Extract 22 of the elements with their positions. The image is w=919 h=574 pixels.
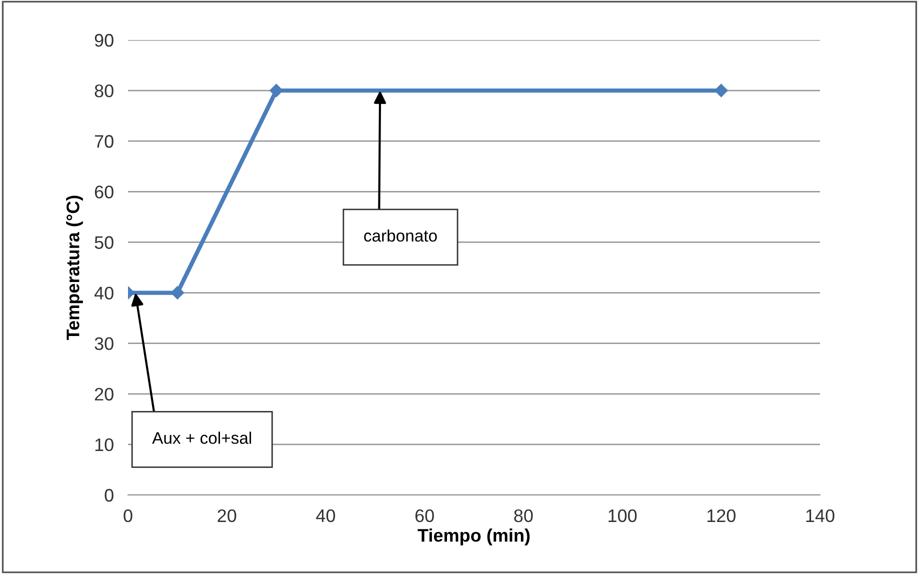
x-tick-label: 60 (415, 509, 434, 522)
y-tick-label: 40 (94, 286, 114, 300)
x-tick-label: 20 (218, 509, 236, 522)
y-tick-label: 70 (94, 135, 114, 148)
x-tick-label: 120 (707, 509, 736, 522)
y-tick-label: 50 (94, 236, 114, 249)
annotation: carbonato (364, 229, 437, 242)
x-tick-label: 140 (806, 509, 834, 522)
y-tick-label: 80 (94, 84, 114, 98)
annotation: Aux + col+sal (152, 432, 252, 444)
y-tick-label: 10 (95, 438, 114, 452)
y-tick-label: 20 (94, 388, 114, 401)
x-tick-label: 40 (316, 509, 336, 522)
y-tick-label: 0 (104, 488, 114, 502)
y-tick-label: 90 (94, 34, 114, 47)
x-tick-label: 80 (514, 509, 533, 522)
x-tick-label: 0 (124, 509, 132, 522)
x-tick-label: 100 (608, 509, 637, 522)
y-tick-label: 60 (94, 186, 114, 198)
x-axis-title: Tiempo (min) (418, 528, 530, 546)
y-tick-label: 30 (94, 337, 114, 350)
y-axis-title: Temperatura (°C) (66, 196, 83, 340)
